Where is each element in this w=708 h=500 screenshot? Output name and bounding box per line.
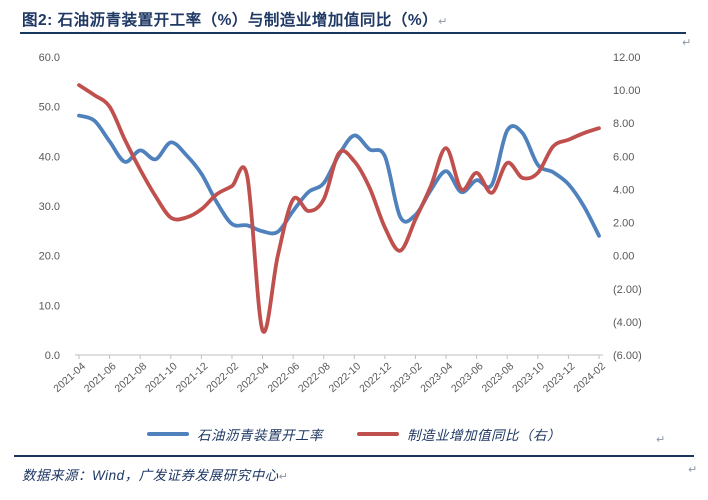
right-axis-tick-label: 12.00 (613, 52, 641, 64)
left-axis-tick-label: 60.0 (39, 52, 60, 64)
x-axis-tick-label: 2021-08 (113, 360, 150, 395)
return-mark-icon: ↵ (682, 37, 692, 49)
return-mark-icon: ↵ (438, 16, 448, 28)
right-axis-tick-label: 4.00 (613, 184, 634, 196)
x-axis-tick-label: 2023-08 (480, 360, 517, 395)
left-axis-tick-label: 0.0 (45, 350, 60, 362)
legend-swatch (147, 432, 189, 436)
right-axis-tick-label: 0.00 (613, 251, 634, 263)
right-axis-tick-label: (2.00) (613, 284, 642, 296)
source-text: 数据来源：Wind，广发证券发展研究中心 (22, 468, 279, 483)
x-axis-tick-label: 2024-02 (571, 360, 608, 395)
chart-title-text: 图2: 石油沥青装置开工率（%）与制造业增加值同比（%） (22, 12, 439, 29)
legend: 石油沥青装置开工率 制造业增加值同比（右） (0, 424, 708, 444)
x-axis-tick-label: 2022-04 (235, 360, 272, 395)
legend-label: 制造业增加值同比（右） (407, 428, 561, 443)
return-mark-icon: ↵ (656, 434, 666, 446)
left-axis-tick-label: 50.0 (39, 102, 60, 114)
left-axis-tick-label: 10.0 (39, 300, 60, 312)
x-axis-tick-label: 2022-08 (296, 360, 333, 395)
x-axis-tick-label: 2022-10 (327, 360, 364, 395)
legend-swatch (357, 432, 399, 436)
title-divider (20, 32, 686, 34)
legend-item: 石油沥青装置开工率 (147, 424, 323, 444)
right-axis-tick-label: 2.00 (613, 218, 634, 230)
left-axis-tick-label: 20.0 (39, 251, 60, 263)
x-axis-tick-label: 2023-04 (418, 360, 455, 395)
right-axis-tick-label: 6.00 (613, 151, 634, 163)
x-axis-tick-label: 2021-04 (51, 360, 88, 395)
x-axis-tick-label: 2023-12 (541, 360, 578, 395)
left-axis-tick-label: 40.0 (39, 151, 60, 163)
chart-title: 图2: 石油沥青装置开工率（%）与制造业增加值同比（%）↵ (22, 8, 448, 30)
return-mark-icon: ↵ (688, 464, 698, 476)
right-axis-tick-label: 8.00 (613, 118, 634, 130)
return-mark-icon: ↵ (278, 471, 289, 483)
x-axis-tick-label: 2022-12 (357, 360, 394, 395)
x-axis-tick-label: 2023-06 (449, 360, 486, 395)
x-axis-tick-label: 2021-12 (174, 360, 211, 395)
x-axis-tick-label: 2023-10 (510, 360, 547, 395)
right-axis-tick-label: (4.00) (613, 317, 642, 329)
x-axis-tick-label: 2022-06 (265, 360, 302, 395)
source-note: 数据来源：Wind，广发证券发展研究中心↵ (22, 464, 288, 484)
x-axis-tick-label: 2021-06 (82, 360, 119, 395)
x-axis-tick-label: 2022-02 (204, 360, 241, 395)
right-axis-tick-label: 10.00 (613, 85, 641, 97)
left-axis-tick-label: 30.0 (39, 201, 60, 213)
x-axis-tick-label: 2023-02 (388, 360, 425, 395)
legend-item: 制造业增加值同比（右） (357, 424, 561, 444)
x-axis-tick-label: 2021-10 (143, 360, 180, 395)
bottom-divider (14, 455, 694, 457)
legend-label: 石油沥青装置开工率 (197, 428, 323, 443)
red-series-line (77, 83, 601, 334)
right-axis-tick-label: (6.00) (613, 350, 642, 362)
